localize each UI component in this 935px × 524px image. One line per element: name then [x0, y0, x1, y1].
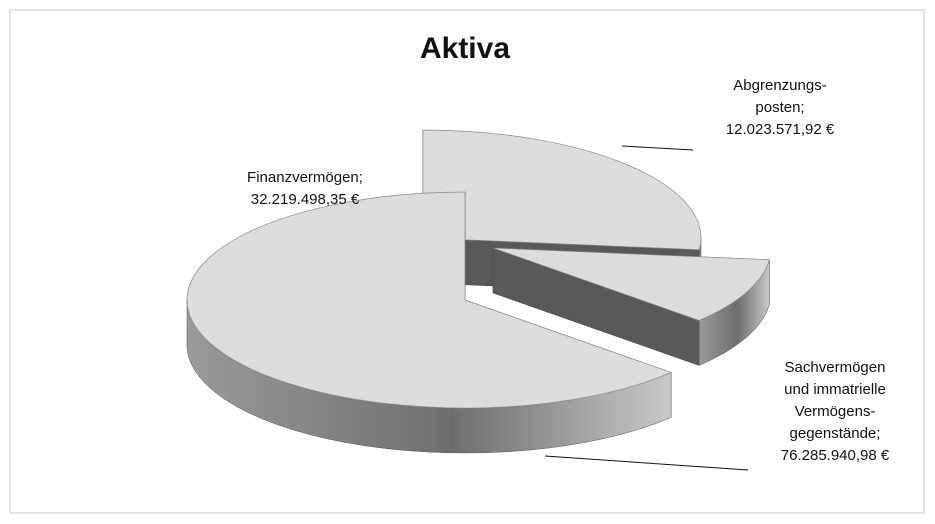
category-label: Sachvermögen und immatrielle Vermögens-geg… — [784, 359, 886, 442]
value-label: 76.285.940,98 € — [781, 447, 890, 464]
leader-line — [544, 455, 749, 471]
slice — [186, 191, 673, 409]
leader-line — [621, 145, 694, 151]
chart-title: Aktiva — [420, 32, 510, 65]
value-label: 32.219.498,35 € — [251, 191, 360, 208]
slice — [422, 129, 702, 251]
label-line: gegenstände; — [790, 425, 881, 442]
label-line: Abgrenzungs- — [733, 77, 826, 94]
value-label: 12.023.571,92 € — [726, 121, 835, 138]
category-label: Abgrenzungs-posten; — [733, 77, 826, 116]
slice — [492, 247, 770, 321]
label-line: Sachvermögen — [785, 359, 886, 376]
label-line: posten; — [755, 99, 804, 116]
category-label: Finanzvermögen; — [247, 169, 363, 186]
label-line: und immatrielle — [784, 381, 886, 398]
label-line: Vermögens- — [795, 403, 876, 420]
